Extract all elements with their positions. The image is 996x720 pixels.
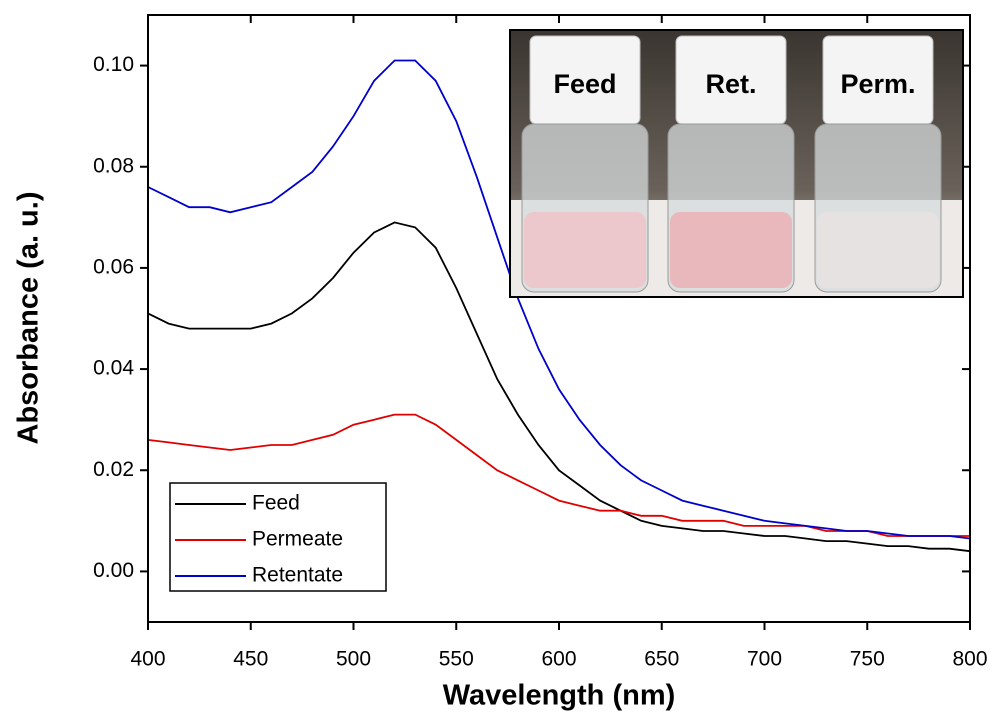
data-line — [147, 413, 970, 537]
y-tick-label: 0.10 — [93, 53, 134, 76]
x-tick-label: 400 — [130, 648, 165, 671]
y-tick-label: 0.04 — [93, 357, 134, 380]
x-tick-label: 500 — [336, 648, 371, 671]
y-tick-label: 0.08 — [93, 154, 134, 177]
inset-label: Perm. — [840, 69, 915, 99]
y-tick-label: 0.06 — [93, 255, 134, 278]
legend-box — [169, 482, 387, 592]
x-tick-label: 700 — [747, 648, 782, 671]
inset-label: Ret. — [705, 69, 756, 99]
plot-frame — [147, 14, 971, 623]
y-tick-label: 0.00 — [93, 559, 134, 582]
x-tick-label: 650 — [644, 648, 679, 671]
x-axis-title: Wavelength (nm) — [443, 680, 676, 712]
legend-label: Feed — [252, 492, 300, 515]
x-tick-label: 600 — [541, 648, 576, 671]
y-axis-title: Absorbance (a. u.) — [13, 192, 45, 445]
legend-label: Retentate — [252, 564, 343, 587]
x-tick-label: 800 — [952, 648, 987, 671]
data-line — [147, 221, 971, 553]
data-line — [147, 59, 971, 540]
x-tick-label: 450 — [233, 648, 268, 671]
inset-label: Feed — [553, 69, 616, 99]
legend-label: Permeate — [252, 528, 343, 551]
y-tick-label: 0.02 — [93, 458, 134, 481]
inset-photo — [509, 29, 964, 298]
x-tick-label: 550 — [439, 648, 474, 671]
x-tick-label: 750 — [850, 648, 885, 671]
